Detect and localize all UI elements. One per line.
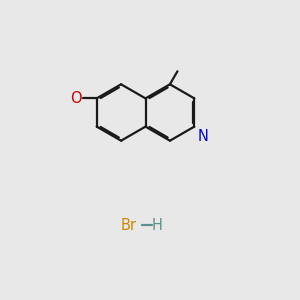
Text: Br: Br <box>121 218 137 232</box>
Text: H: H <box>152 218 163 232</box>
Text: N: N <box>198 129 209 144</box>
Text: O: O <box>70 91 82 106</box>
